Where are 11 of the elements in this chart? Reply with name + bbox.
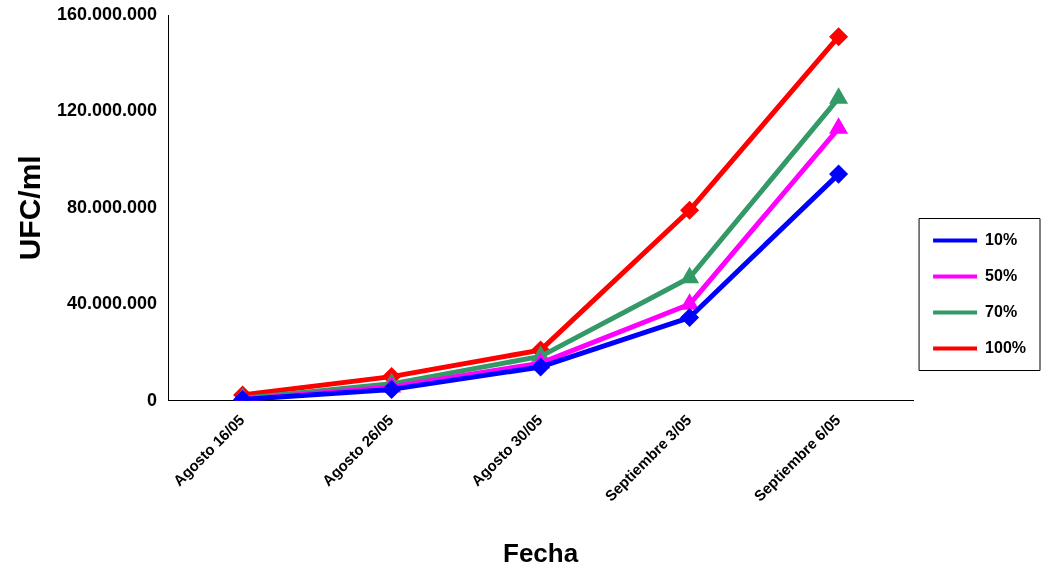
- y-tick-label: 120.000.000: [56, 100, 158, 121]
- y-axis-title: UFC/ml: [13, 155, 47, 261]
- legend-label: 70%: [985, 302, 1018, 320]
- legend-label: 50%: [985, 266, 1018, 284]
- legend-label: 10%: [985, 230, 1018, 248]
- y-tick-label: 160.000.000: [56, 3, 158, 24]
- y-tick-label: 0: [147, 389, 158, 410]
- y-tick-label: 40.000.000: [67, 293, 158, 314]
- legend-label: 100%: [985, 338, 1026, 356]
- y-tick-label: 80.000.000: [67, 196, 158, 217]
- x-axis-title: Fecha: [503, 537, 579, 568]
